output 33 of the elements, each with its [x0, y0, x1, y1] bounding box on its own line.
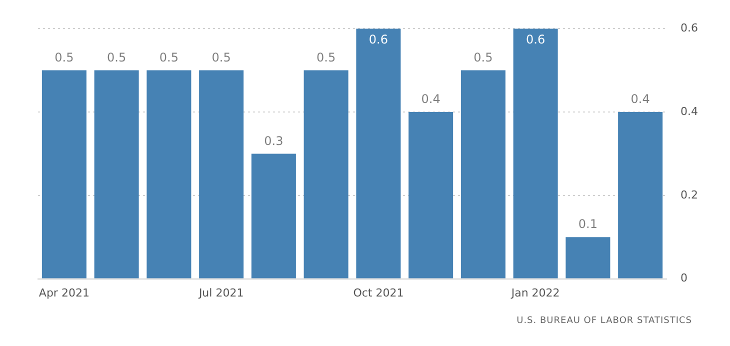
bar: [146, 70, 192, 278]
text: U.S. BUREAU OF LABOR STATISTICS: [516, 316, 693, 326]
data-label: 0.4: [421, 92, 440, 106]
y-tick-label: 0.4: [680, 104, 698, 118]
data-label: 0.5: [474, 50, 493, 64]
y-tick-label: 0: [680, 272, 688, 285]
x-tick-label: Apr 2021: [38, 286, 90, 300]
data-label: 0.5: [159, 50, 178, 64]
bar: [566, 237, 610, 278]
bar: [199, 70, 244, 278]
data-label: 0.5: [316, 50, 336, 64]
bar: [251, 154, 296, 278]
x-tick-label: Jul 2021: [198, 286, 244, 300]
data-label: 0.5: [107, 50, 126, 64]
data-label: 0.1: [578, 217, 598, 232]
x-tick-label: Oct 2021: [353, 286, 404, 300]
data-label: 0.6: [526, 32, 546, 47]
bar: [618, 112, 663, 278]
data-label: 0.5: [54, 50, 74, 64]
bar: [42, 70, 86, 278]
bar: [356, 28, 401, 278]
bar: [460, 70, 506, 278]
y-tick-label: 0.6: [680, 21, 698, 34]
x-tick-label: Jan 2022: [510, 286, 560, 300]
data-label: 0.3: [264, 134, 284, 148]
bar: [513, 28, 558, 278]
bar: [408, 112, 454, 278]
data-label: 0.6: [368, 32, 388, 47]
bar: [304, 70, 348, 278]
y-tick-label: 0.2: [680, 188, 698, 202]
data-label: 0.5: [212, 50, 231, 64]
data-label: 0.4: [630, 92, 650, 106]
bar: [94, 70, 139, 278]
